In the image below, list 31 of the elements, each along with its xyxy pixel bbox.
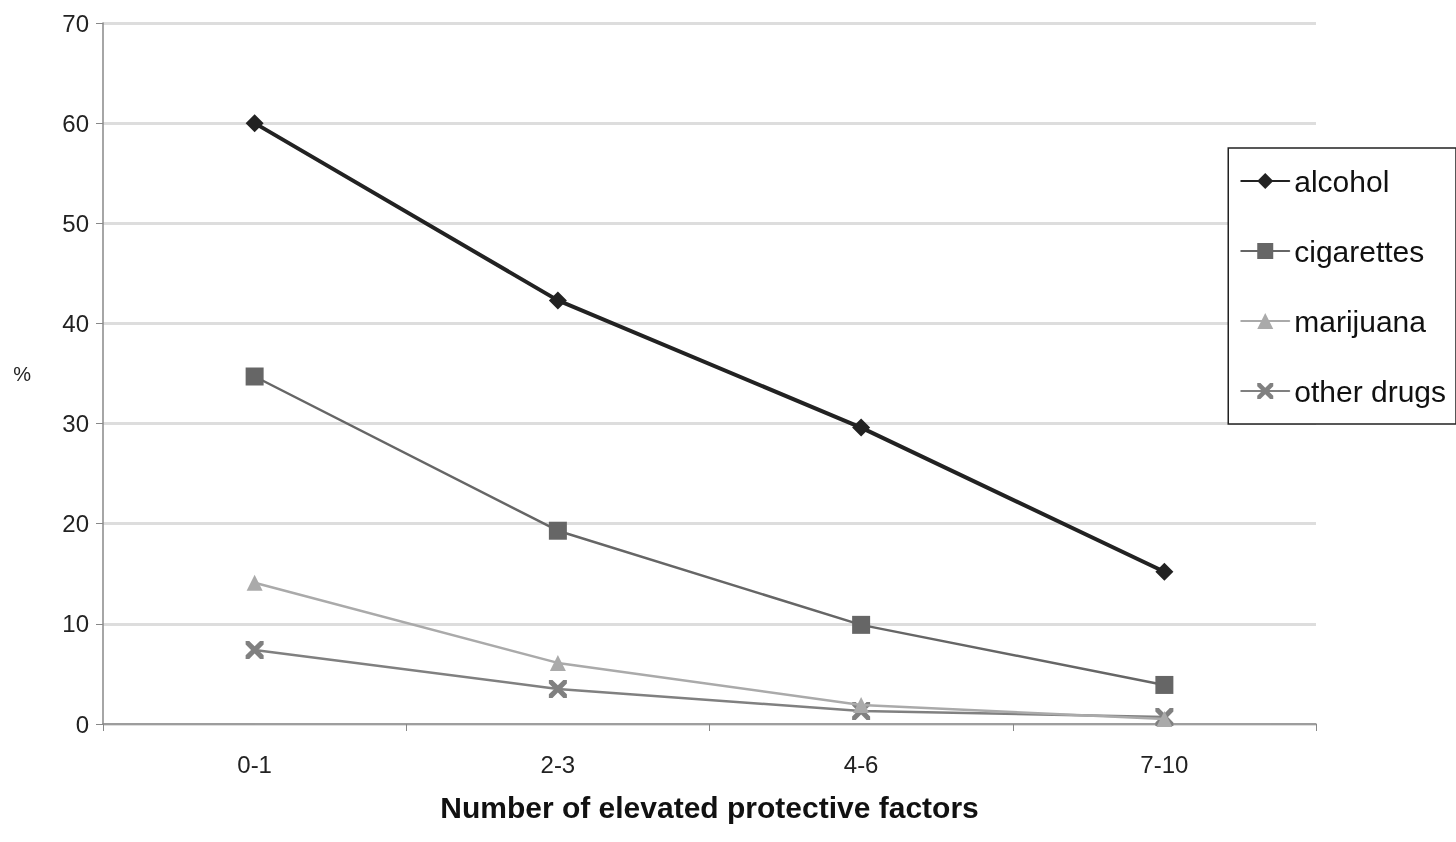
y-tick-label: 60 [62, 109, 89, 137]
legend-label: cigarettes [1294, 234, 1425, 268]
y-tick-label: 50 [62, 209, 89, 237]
point [1155, 675, 1174, 694]
point [1155, 562, 1174, 581]
y-tick-label: 70 [62, 9, 89, 37]
point [548, 679, 567, 698]
y-tick-label: 40 [62, 309, 89, 337]
point [548, 291, 567, 310]
point [245, 367, 264, 386]
x-tick-label: 4-6 [843, 750, 879, 778]
point [245, 640, 264, 659]
point [852, 418, 871, 437]
legend-label: alcohol [1294, 164, 1390, 198]
x-tick-label: 2-3 [540, 750, 576, 778]
point [246, 574, 263, 591]
point [852, 615, 871, 634]
point [548, 521, 567, 540]
y-tick-label: 30 [62, 410, 89, 438]
legend-label: other drugs [1294, 374, 1447, 408]
y-axis-title: % [13, 362, 32, 385]
y-tick-label: 20 [62, 510, 89, 538]
point [549, 654, 566, 671]
point [245, 114, 264, 133]
legend-label: marijuana [1294, 304, 1427, 338]
y-tick-label: 10 [62, 610, 89, 638]
x-tick-label: 7-10 [1140, 750, 1189, 778]
y-tick-label: 0 [75, 710, 89, 738]
x-tick-label: 0-1 [237, 750, 272, 778]
x-axis-title: Number of elevated protective factors [440, 790, 979, 824]
point [853, 696, 870, 713]
